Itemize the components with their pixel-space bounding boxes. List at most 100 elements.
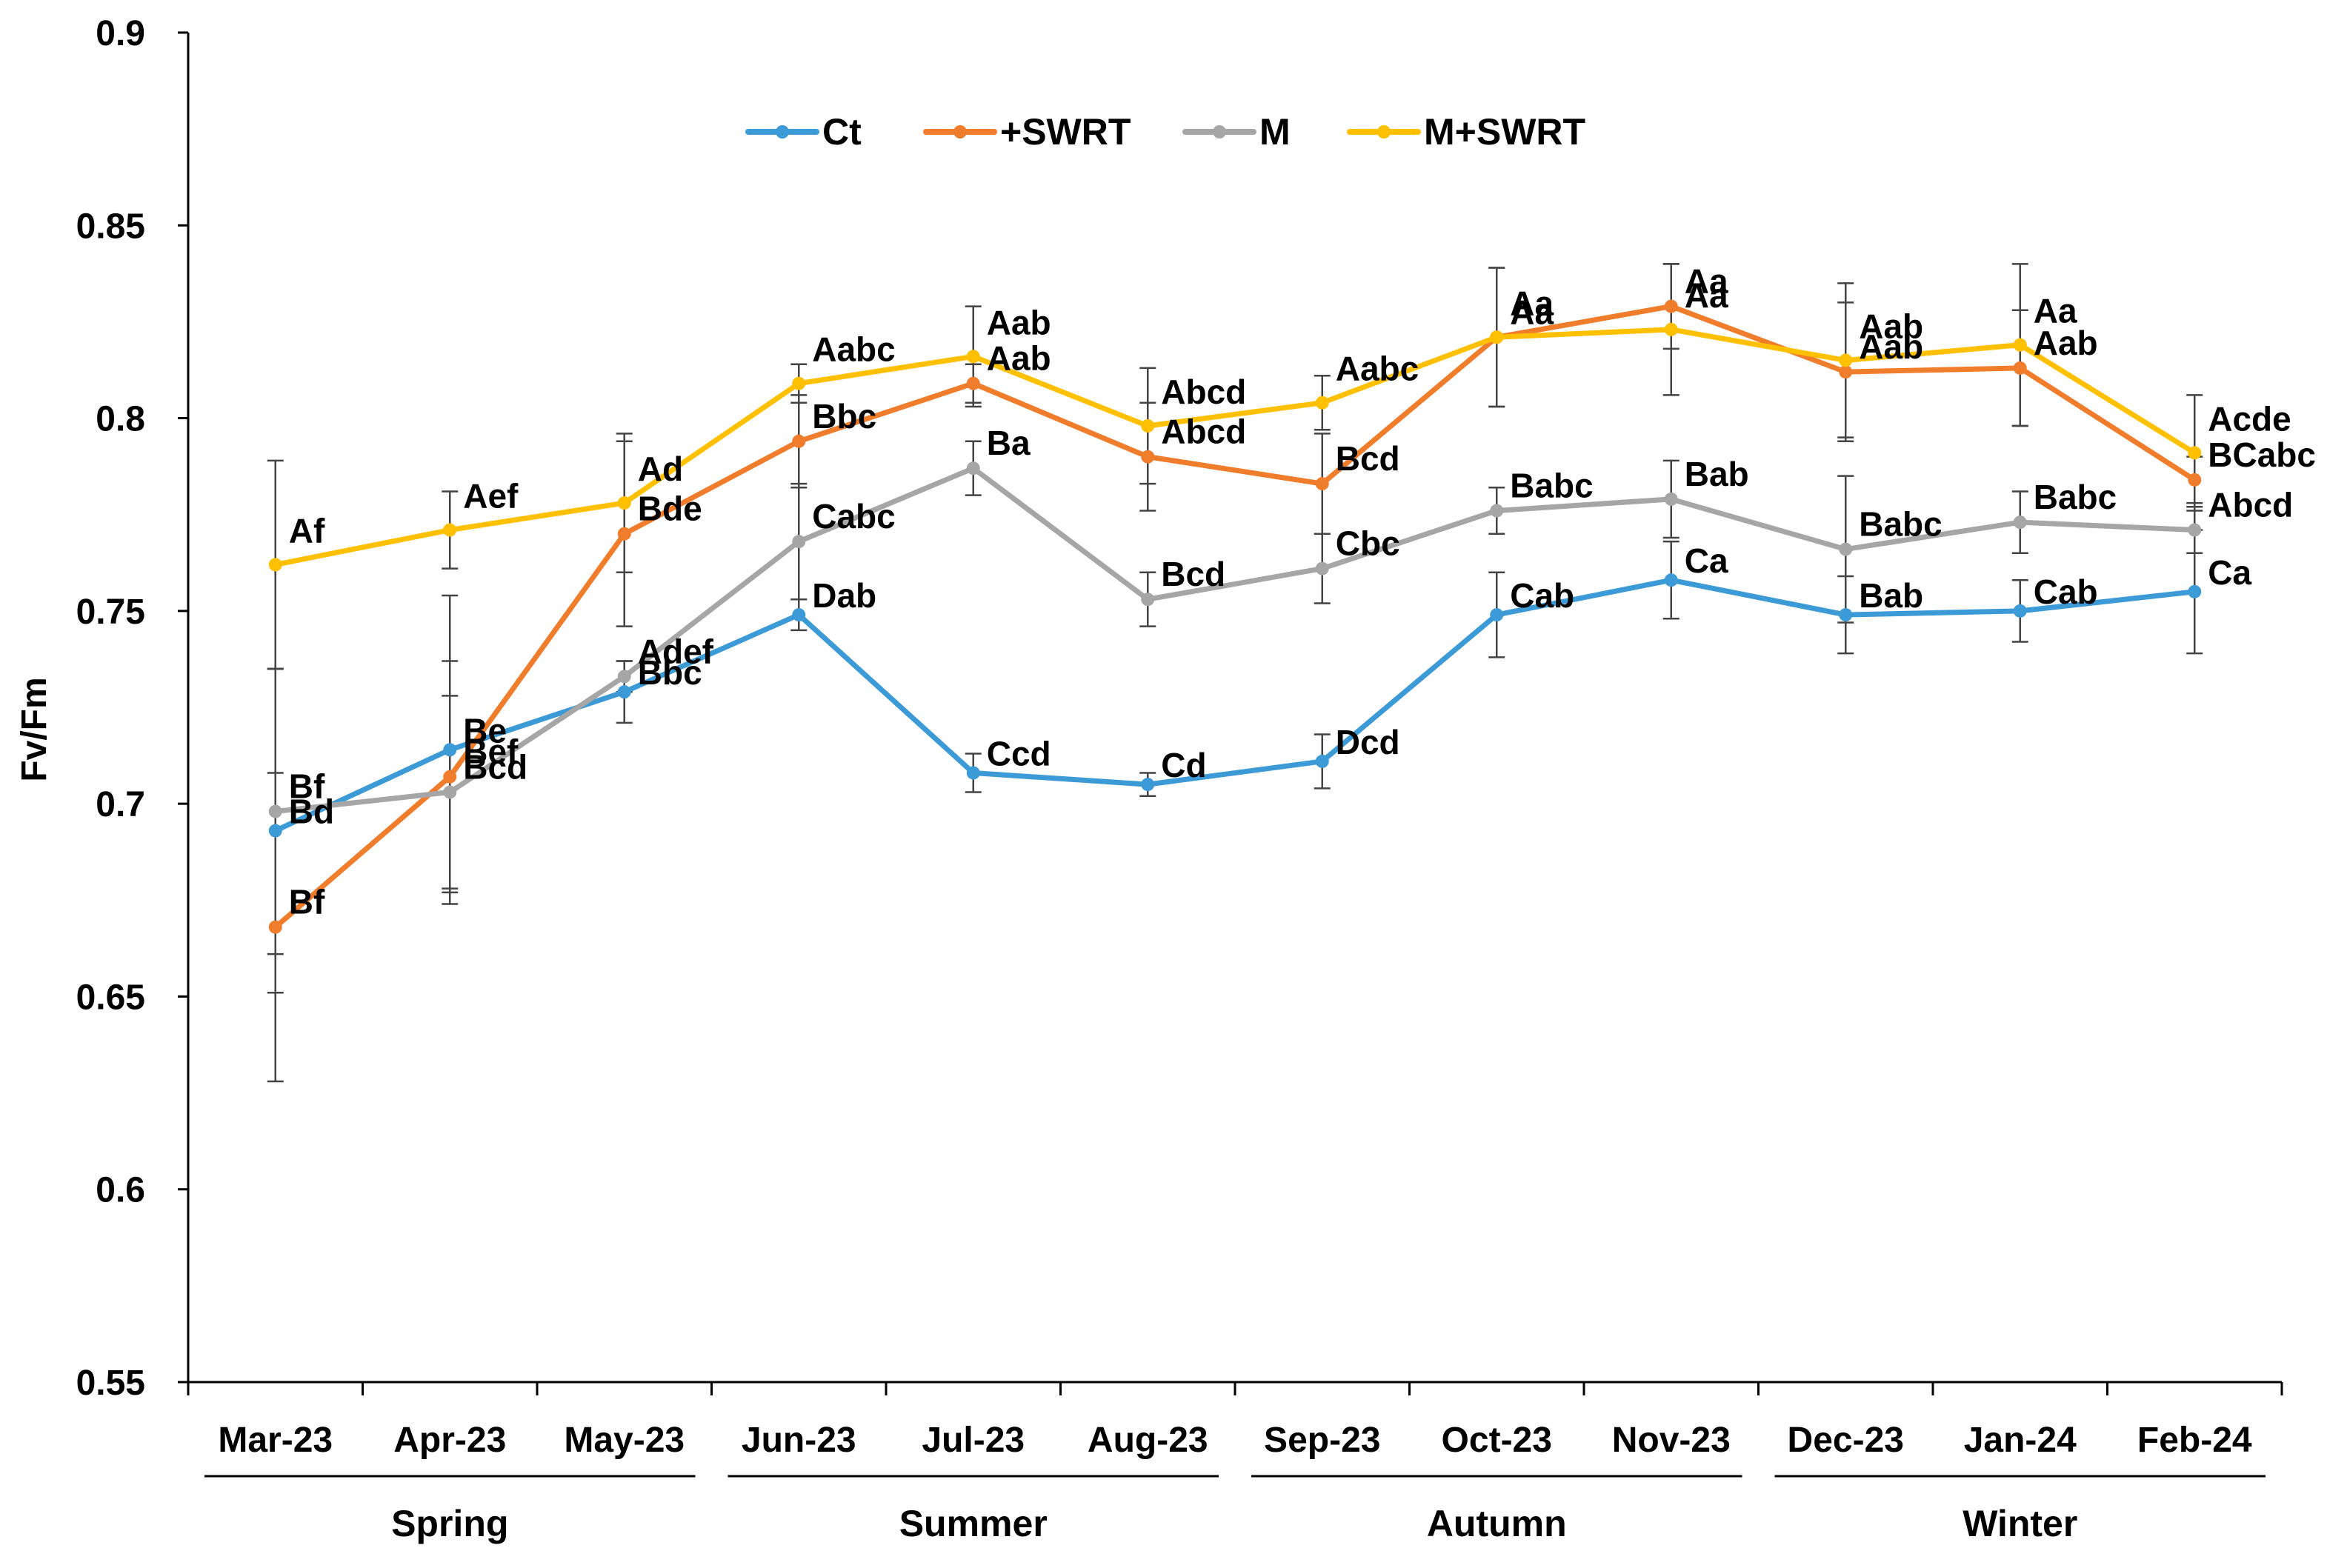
significance-label: Cab [2034, 573, 2098, 611]
y-tick-label: 0.9 [96, 14, 145, 53]
y-tick-label: 0.6 [96, 1171, 145, 1210]
significance-label: Aa [1510, 284, 1554, 322]
significance-label: Bbc [638, 653, 702, 692]
data-point-ct [268, 824, 282, 838]
significance-label: Abcd [1161, 413, 1246, 451]
significance-label: Cd [1161, 746, 1206, 784]
data-point-swrt [617, 527, 631, 541]
data-point-ct [966, 766, 980, 780]
significance-label: Bcd [463, 748, 527, 787]
significance-label: Aa [1685, 262, 1728, 301]
y-tick-label: 0.55 [76, 1364, 145, 1403]
legend-marker [953, 125, 967, 139]
x-tick-label: May-23 [564, 1421, 685, 1460]
data-point-m [1315, 561, 1329, 576]
significance-label: Aab [2034, 324, 2098, 362]
significance-label: Aa [1510, 293, 1554, 331]
significance-label: BCabc [2208, 436, 2316, 474]
data-point-m [1141, 593, 1155, 607]
data-point-ct [2188, 584, 2202, 598]
data-point-m-swrt [268, 558, 282, 572]
data-point-m [268, 804, 282, 818]
significance-label: Bab [1859, 576, 1923, 615]
significance-label: Aab [1859, 307, 1923, 345]
x-tick-label: Jul-23 [922, 1421, 1025, 1460]
data-point-m-swrt [1315, 396, 1329, 410]
significance-label: Aab [987, 339, 1051, 378]
significance-label: Bf [289, 767, 325, 806]
data-point-ct [792, 608, 806, 622]
data-point-ct [1839, 608, 1853, 622]
legend-label: M [1259, 111, 1291, 153]
significance-label: Cbc [1336, 524, 1400, 563]
significance-label: Babc [1859, 505, 1942, 544]
y-tick-label: 0.75 [76, 593, 145, 632]
x-tick-label: Nov-23 [1612, 1421, 1731, 1460]
x-tick-label: Feb-24 [2137, 1421, 2252, 1460]
season-label: Autumn [1427, 1503, 1567, 1544]
significance-label: Bef [463, 733, 519, 771]
significance-label: Adef [638, 632, 714, 670]
data-point-swrt [2188, 473, 2202, 487]
series-line-m-swrt [273, 327, 2197, 567]
data-point-m [1664, 492, 1678, 506]
data-point-m-swrt [2188, 446, 2202, 460]
significance-label: Aef [463, 477, 519, 516]
x-tick-label: Jun-23 [742, 1421, 856, 1460]
season-label: Spring [391, 1503, 508, 1544]
data-point-m-swrt [966, 350, 980, 364]
data-point-ct [1490, 608, 1504, 622]
significance-label: Ccd [987, 734, 1051, 773]
significance-label: Aab [987, 303, 1051, 341]
y-tick-label: 0.65 [76, 978, 145, 1017]
significance-label: Babc [1510, 467, 1593, 505]
data-point-m-swrt [1839, 353, 1853, 367]
season-label: Winter [1963, 1503, 2077, 1544]
significance-label: Cabc [812, 497, 895, 536]
data-point-m [966, 461, 980, 476]
legend-label: Ct [822, 111, 862, 153]
data-point-ct [2013, 604, 2027, 618]
data-point-m [1839, 542, 1853, 556]
data-point-ct [1141, 778, 1155, 792]
legend-marker [776, 125, 789, 139]
significance-label: Aa [1685, 276, 1728, 315]
data-point-swrt [443, 770, 457, 784]
x-tick-label: Aug-23 [1088, 1421, 1208, 1460]
significance-label: Bab [1685, 455, 1749, 493]
data-point-ct [443, 743, 457, 757]
data-point-swrt [268, 920, 282, 934]
data-point-m [443, 785, 457, 799]
significance-label: Babc [2034, 478, 2117, 516]
significance-label: Aabc [812, 330, 895, 369]
data-point-m-swrt [1490, 330, 1504, 344]
significance-label: Ad [638, 450, 683, 488]
y-tick-label: 0.8 [96, 400, 145, 439]
x-tick-label: Apr-23 [393, 1421, 506, 1460]
series-line-ct [273, 577, 2197, 834]
significance-label: Dcd [1336, 723, 1400, 761]
data-point-ct [1664, 573, 1678, 587]
y-axis-title: Fv/Fm [15, 677, 54, 781]
data-point-m-swrt [792, 376, 806, 390]
data-point-ct [617, 685, 631, 699]
series-line-m [273, 465, 2197, 815]
significance-label: Abcd [1161, 373, 1246, 411]
data-point-swrt [792, 434, 806, 448]
data-point-m [792, 535, 806, 549]
legend-label: +SWRT [1000, 111, 1131, 153]
significance-label: Bd [289, 793, 334, 831]
significance-label: Be [463, 711, 507, 750]
significance-label: Aa [2034, 292, 2077, 330]
significance-label: Dab [812, 576, 876, 615]
significance-label: Aab [1859, 327, 1923, 366]
significance-label: Bbc [812, 397, 876, 436]
x-tick-label: Sep-23 [1264, 1421, 1380, 1460]
y-tick-label: 0.85 [76, 207, 145, 246]
x-tick-label: Jan-24 [1964, 1421, 2077, 1460]
significance-label: Ba [987, 424, 1031, 462]
significance-label: Bf [289, 883, 325, 921]
series-line-swrt [273, 304, 2197, 930]
